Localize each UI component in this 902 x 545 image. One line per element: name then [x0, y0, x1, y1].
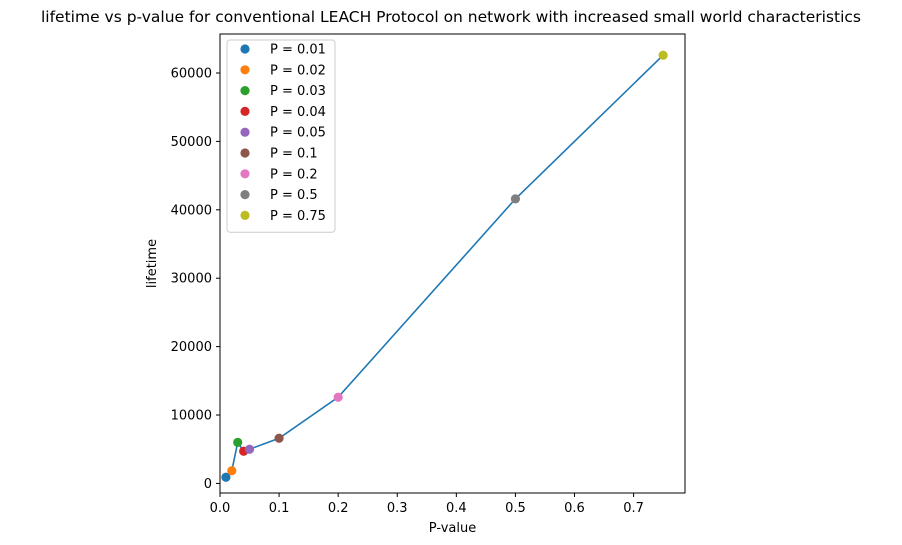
- y-tick-label: 20000: [171, 340, 212, 355]
- x-tick-label: 0.4: [446, 501, 467, 516]
- legend-marker: [240, 44, 250, 54]
- y-axis: 0 10000 20000 30000 40000 50000 60000: [171, 66, 220, 492]
- legend-label: P = 0.04: [270, 105, 326, 120]
- data-point-0: [221, 472, 231, 482]
- legend: P = 0.01 P = 0.02 P = 0.03 P = 0.04 P = 0.05…: [226, 39, 336, 233]
- legend-marker: [240, 210, 250, 220]
- x-tick-label: 0.6: [564, 501, 585, 516]
- legend-label: P = 0.03: [270, 84, 326, 99]
- legend-marker: [240, 169, 250, 179]
- y-tick-label: 50000: [171, 135, 212, 150]
- legend-marker: [240, 65, 250, 75]
- plot-area: [221, 50, 668, 482]
- data-point-5: [274, 433, 284, 443]
- legend-box: [226, 39, 336, 233]
- legend-label: P = 0.01: [270, 43, 326, 58]
- legend-label: P = 0.5: [270, 188, 318, 203]
- y-tick-label: 10000: [171, 409, 212, 424]
- chart-title: lifetime vs p-value for conventional LEA…: [41, 8, 861, 26]
- y-tick-label: 30000: [171, 272, 212, 287]
- legend-marker: [240, 86, 250, 96]
- x-tick-label: 0.3: [387, 501, 408, 516]
- data-point-6: [333, 392, 343, 402]
- x-tick-label: 0.7: [623, 501, 644, 516]
- x-tick-label: 0.1: [269, 501, 290, 516]
- legend-label: P = 0.2: [270, 167, 318, 182]
- x-tick-label: 0.2: [328, 501, 349, 516]
- y-tick-label: 60000: [171, 66, 212, 81]
- data-point-4: [244, 444, 255, 454]
- data-point-2: [233, 437, 243, 447]
- y-tick-label: 40000: [171, 203, 212, 218]
- data-point-7: [510, 194, 521, 204]
- x-axis: 0.0 0.1 0.2 0.3 0.4 0.5 0.6 0.7: [210, 493, 644, 516]
- y-axis-label: lifetime: [145, 239, 160, 288]
- legend-marker: [240, 190, 250, 200]
- legend-label: P = 0.02: [270, 63, 326, 78]
- legend-label: P = 0.1: [270, 147, 318, 162]
- data-point-1: [227, 466, 237, 476]
- legend-marker: [240, 148, 250, 158]
- x-tick-label: 0.0: [210, 501, 231, 516]
- legend-marker: [240, 127, 250, 137]
- x-axis-label: P-value: [429, 521, 476, 536]
- y-tick-label: 0: [204, 477, 212, 492]
- legend-label: P = 0.05: [270, 126, 326, 141]
- legend-label: P = 0.75: [270, 209, 326, 224]
- plot-frame: [219, 33, 686, 494]
- data-point-8: [658, 50, 668, 60]
- legend-marker: [240, 106, 250, 116]
- x-tick-label: 0.5: [505, 501, 526, 516]
